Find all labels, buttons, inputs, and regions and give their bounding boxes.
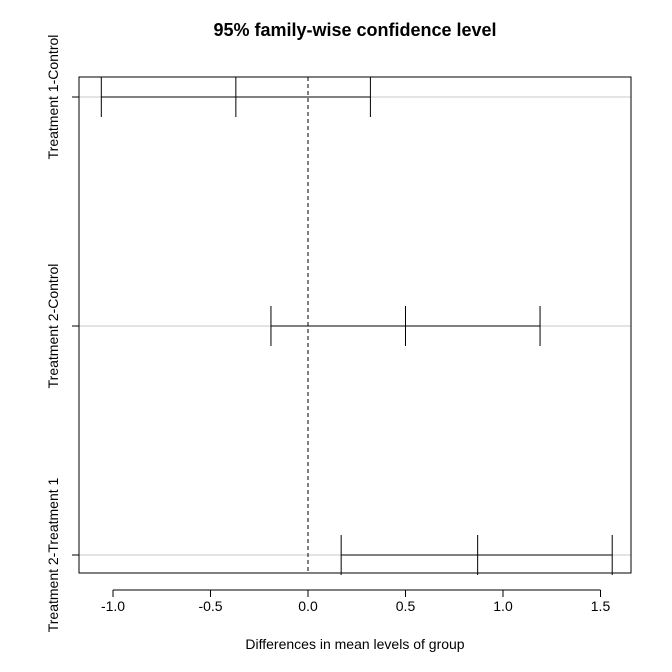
x-tick-label: 1.5 <box>591 598 611 614</box>
interval-2 <box>270 306 541 346</box>
interval-1 <box>100 77 371 117</box>
confidence-intervals <box>100 77 613 575</box>
plot-frame <box>78 76 632 574</box>
y-tick-label: Treatment 2-Control <box>45 264 61 389</box>
x-axis-label: Differences in mean levels of group <box>245 636 464 652</box>
x-tick-label: -1.0 <box>101 598 125 614</box>
y-tick-label: Treatment 2-Treatment 1 <box>45 478 61 633</box>
x-tick-label: 1.0 <box>493 598 513 614</box>
y-axis: Treatment 1-Control Treatment 2-Control Tr… <box>45 35 79 633</box>
x-axis: -1.0 -0.5 0.0 0.5 1.0 1.5 <box>101 589 611 614</box>
x-tick-label: -0.5 <box>198 598 222 614</box>
interval-3 <box>340 535 613 575</box>
x-tick-label: 0.0 <box>298 598 318 614</box>
y-tick-label: Treatment 1-Control <box>45 35 61 160</box>
chart-title: 95% family-wise confidence level <box>213 20 496 40</box>
x-tick-label: 0.5 <box>396 598 416 614</box>
